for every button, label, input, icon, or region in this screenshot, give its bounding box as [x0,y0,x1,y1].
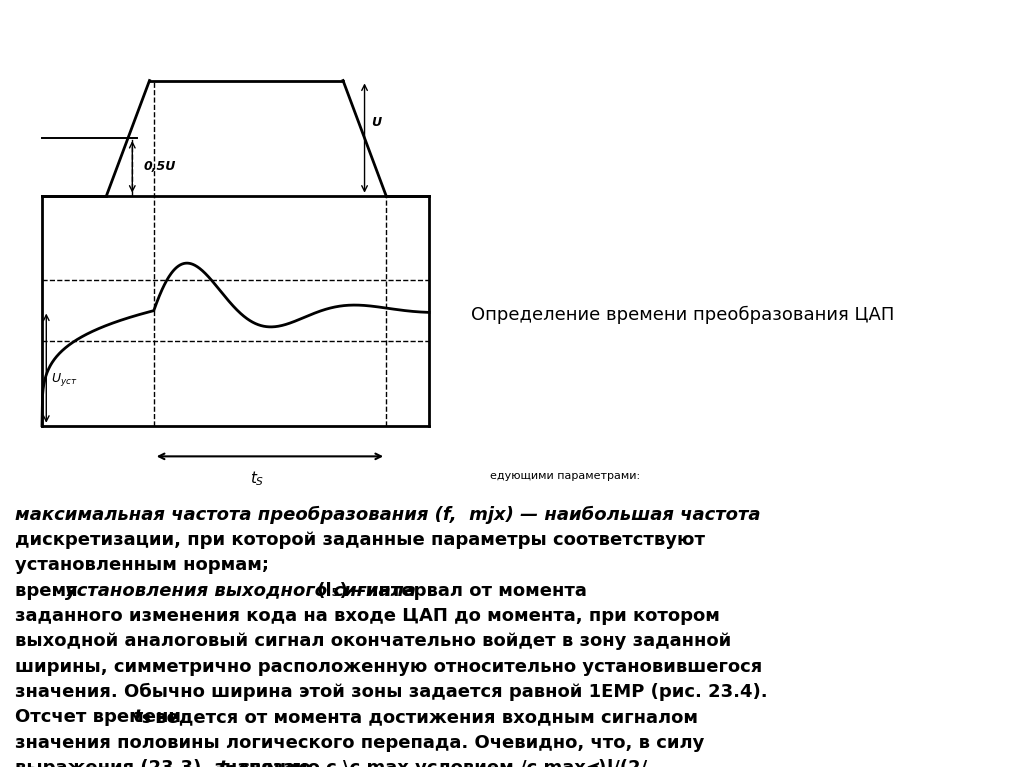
Text: $U_{уст}$: $U_{уст}$ [50,371,77,388]
Text: ).: ). [597,759,612,767]
Text: максимальная частота преобразования (f,  mjx) — наибольшая частота: максимальная частота преобразования (f, … [15,505,761,524]
Text: дискретизации, при которой заданные параметры соответствуют: дискретизации, при которой заданные пара… [15,531,706,549]
Text: s: s [589,762,598,767]
Text: ширины, симметрично расположенную относительно установившегося: ширины, симметрично расположенную относи… [15,657,763,676]
Text: значения половины логического перепада. Очевидно, что, в силу: значения половины логического перепада. … [15,733,705,752]
Text: выходной аналоговый сигнал окончательно войдет в зону заданной: выходной аналоговый сигнал окончательно … [15,632,731,650]
Text: заданного изменения кода на входе ЦАП до момента, при котором: заданного изменения кода на входе ЦАП до… [15,607,720,625]
Text: едующими параметрами:: едующими параметрами: [490,470,641,481]
Text: t: t [218,759,226,767]
Text: выражения (23.3), значение: выражения (23.3), значение [15,759,317,767]
Text: s: s [226,762,234,767]
Text: ведется от момента достижения входным сигналом: ведется от момента достижения входным си… [148,708,697,726]
Text: время: время [15,581,84,600]
Text: установления выходного сигнала: установления выходного сигнала [66,581,417,600]
Text: t: t [134,708,142,726]
Text: U: U [371,117,381,129]
Text: значения. Обычно ширина этой зоны задается равной 1ЕМР (рис. 23.4).: значения. Обычно ширина этой зоны задает… [15,683,768,701]
Text: 0,5U: 0,5U [143,160,175,173]
Text: связано с \c max условием /c max< l/(2/: связано с \c max условием /c max< l/(2/ [233,759,647,767]
Text: Отсчет времени: Отсчет времени [15,708,187,726]
Text: (l₅)—интервал от момента: (l₅)—интервал от момента [311,581,587,600]
Text: s: s [141,712,151,726]
Text: Определение времени преобразования ЦАП: Определение времени преобразования ЦАП [471,305,894,324]
Text: установленным нормам;: установленным нормам; [15,556,269,574]
Text: $t_S$: $t_S$ [250,469,264,488]
